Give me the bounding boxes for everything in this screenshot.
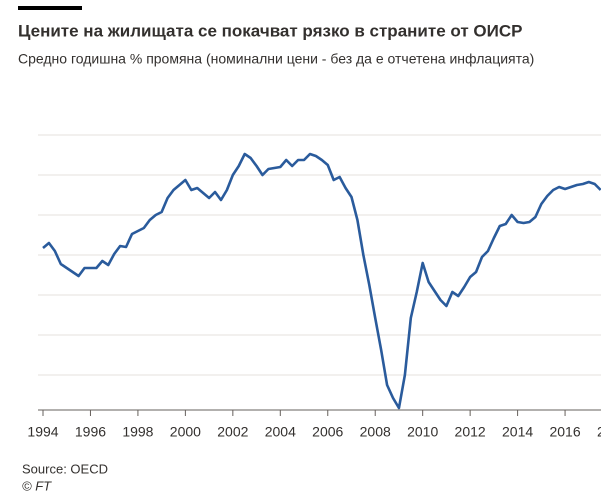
x-tick-label: 2008 xyxy=(360,424,391,440)
x-tick-label: 2004 xyxy=(265,424,296,440)
x-tick-label: 2012 xyxy=(455,424,486,440)
title-bar xyxy=(18,6,82,10)
x-tick-label: 2018 xyxy=(597,424,601,440)
x-tick-label: 2002 xyxy=(217,424,248,440)
x-tick-label: 2014 xyxy=(502,424,533,440)
x-tick-label: 1994 xyxy=(27,424,58,440)
x-tick-label: 2000 xyxy=(170,424,201,440)
chart-subtitle: Средно годишна % промяна (номинални цени… xyxy=(18,51,534,67)
data-line xyxy=(42,152,601,410)
chart-title: Цените на жилищата се покачват рязко в с… xyxy=(18,21,522,40)
source: Source: OECD xyxy=(22,461,108,476)
x-tick-label: 2006 xyxy=(312,424,343,440)
credit: © FT xyxy=(22,478,52,491)
x-tick-label: 1996 xyxy=(75,424,106,440)
x-tick-label: 1998 xyxy=(122,424,153,440)
x-tick-label: 2010 xyxy=(407,424,438,440)
x-tick-label: 2016 xyxy=(549,424,580,440)
